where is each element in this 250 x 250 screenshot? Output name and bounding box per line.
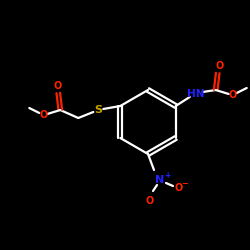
Text: O: O	[146, 196, 154, 206]
Text: HN: HN	[187, 89, 204, 99]
Text: O: O	[216, 61, 224, 71]
Text: S: S	[94, 105, 102, 115]
Text: O: O	[175, 183, 183, 193]
Text: −: −	[182, 180, 188, 188]
Text: O: O	[53, 81, 62, 91]
Text: O: O	[228, 90, 237, 100]
Text: N: N	[156, 175, 164, 185]
Text: O: O	[39, 110, 48, 120]
Text: +: +	[164, 172, 170, 180]
